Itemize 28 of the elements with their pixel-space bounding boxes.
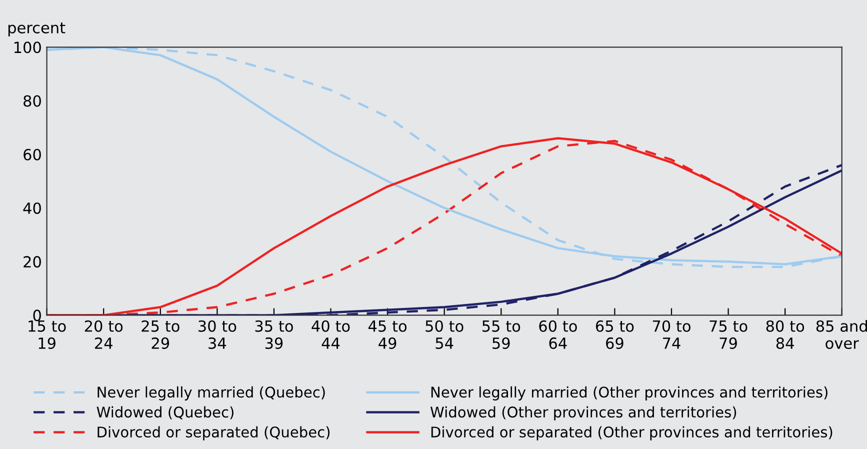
x-tick-label: 35 to 39 xyxy=(255,320,293,349)
x-tick-label: 20 to 24 xyxy=(84,320,123,349)
y-tick-label: 0 xyxy=(33,310,41,322)
x-tick-label: 75 to 79 xyxy=(710,320,748,349)
x-tick-label: 40 to 44 xyxy=(312,320,350,349)
legend-label: Divorced or separated (Quebec) xyxy=(98,426,330,440)
legend-label: Never legally married (Other provinces and territories) xyxy=(431,386,828,400)
y-tick-label: 100 xyxy=(14,42,41,54)
y-axis-title: percent xyxy=(8,22,66,36)
y-tick-label: 20 xyxy=(24,256,41,268)
x-tick-label: 85 and over xyxy=(816,320,867,349)
legend-label: Widowed (Quebec) xyxy=(96,406,234,420)
x-tick-label: 65 to 69 xyxy=(596,320,634,349)
legend-label: Widowed (Other provinces and territories) xyxy=(430,406,736,420)
x-tick-label: 60 to 64 xyxy=(539,320,577,349)
x-tick-label: 30 to 34 xyxy=(198,320,236,349)
y-tick-label: 60 xyxy=(24,148,41,160)
x-tick-label: 80 to 84 xyxy=(766,320,804,349)
legend-label: Never legally married (Quebec) xyxy=(98,386,325,400)
y-tick-label: 80 xyxy=(24,95,41,107)
x-tick-label: 50 to 54 xyxy=(426,320,464,349)
x-tick-label: 45 to 49 xyxy=(368,320,407,349)
x-tick-label: 15 to 19 xyxy=(28,320,66,349)
legend-label: Divorced or separated (Other provinces and territories) xyxy=(431,426,832,440)
y-tick-label: 40 xyxy=(23,202,41,214)
x-tick-label: 25 to 29 xyxy=(142,320,180,349)
x-tick-label: 55 to 59 xyxy=(482,320,520,349)
x-tick-label: 70 to 74 xyxy=(652,320,690,349)
